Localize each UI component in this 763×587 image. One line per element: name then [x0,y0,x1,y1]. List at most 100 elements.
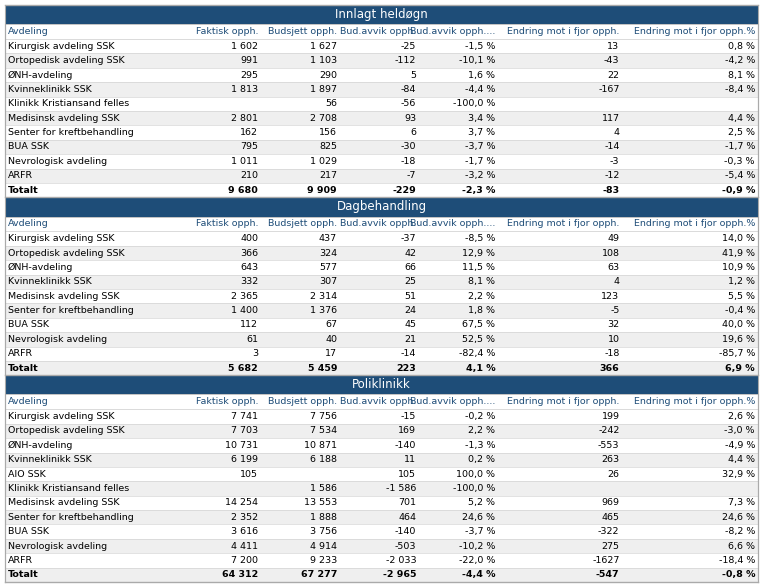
Bar [5,140,758,154]
Text: -1,5 %: -1,5 % [465,42,495,51]
Text: Bud.avvik opph....: Bud.avvik opph.... [410,220,495,228]
Text: -1627: -1627 [592,556,620,565]
Text: 10: 10 [607,335,620,344]
Text: 51: 51 [404,292,416,301]
Text: 577: 577 [319,263,337,272]
Text: -1,3 %: -1,3 % [465,441,495,450]
Text: -100,0 %: -100,0 % [452,99,495,109]
Bar [5,346,758,361]
Text: -8,4 %: -8,4 % [725,85,755,94]
Text: -15: -15 [401,412,416,421]
Text: -10,1 %: -10,1 % [459,56,495,65]
Text: -84: -84 [401,85,416,94]
Text: -1,7 %: -1,7 % [725,143,755,151]
Text: Kvinneklinikk SSK: Kvinneklinikk SSK [8,85,92,94]
Bar [5,154,758,168]
Bar [5,5,758,24]
Text: 112: 112 [240,321,258,329]
Text: -2 965: -2 965 [383,571,416,579]
Bar [5,39,758,53]
Text: -229: -229 [392,185,416,195]
Text: 40,0 %: 40,0 % [722,321,755,329]
Text: 366: 366 [600,363,620,373]
Text: ØNH-avdeling: ØNH-avdeling [8,263,73,272]
Bar [5,24,758,39]
Text: BUA SSK: BUA SSK [8,143,49,151]
Text: 199: 199 [601,412,620,421]
Bar [5,168,758,183]
Text: 2,2 %: 2,2 % [468,292,495,301]
Text: 5,5 %: 5,5 % [728,292,755,301]
Text: 332: 332 [240,277,258,286]
Text: -3,0 %: -3,0 % [725,427,755,436]
Text: 1,8 %: 1,8 % [468,306,495,315]
Text: Kvinneklinikk SSK: Kvinneklinikk SSK [8,456,92,464]
Bar [5,303,758,318]
Text: -7: -7 [407,171,416,180]
Bar [5,318,758,332]
Text: 437: 437 [319,234,337,243]
Bar [5,332,758,346]
Text: 2,2 %: 2,2 % [468,427,495,436]
Bar [5,453,758,467]
Bar [5,568,758,582]
Text: -30: -30 [401,143,416,151]
Text: 2 801: 2 801 [231,114,258,123]
Text: 2 314: 2 314 [310,292,337,301]
Text: Faktisk opph.: Faktisk opph. [195,27,258,36]
Bar [5,424,758,438]
Bar [5,481,758,495]
Text: 2 365: 2 365 [231,292,258,301]
Text: -5: -5 [610,306,620,315]
Text: -4,2 %: -4,2 % [725,56,755,65]
Text: 156: 156 [319,128,337,137]
Text: Poliklinikk: Poliklinikk [353,379,410,392]
Text: -12: -12 [604,171,620,180]
Text: 25: 25 [404,277,416,286]
Text: 49: 49 [607,234,620,243]
Text: 9 909: 9 909 [307,185,337,195]
Text: Bud.avvik opph.: Bud.avvik opph. [340,397,416,406]
Text: -8,2 %: -8,2 % [725,527,755,536]
Text: -56: -56 [401,99,416,109]
Text: 400: 400 [240,234,258,243]
Text: 67 277: 67 277 [301,571,337,579]
Text: 24,6 %: 24,6 % [462,513,495,522]
Text: 64 312: 64 312 [222,571,258,579]
Bar [5,289,758,303]
Text: Avdeling: Avdeling [8,27,49,36]
Bar [5,510,758,524]
Text: 61: 61 [246,335,258,344]
Text: Avdeling: Avdeling [8,397,49,406]
Text: 56: 56 [325,99,337,109]
Text: ØNH-avdeling: ØNH-avdeling [8,441,73,450]
Text: -553: -553 [598,441,620,450]
Text: 1,2 %: 1,2 % [728,277,755,286]
Text: Budsjett opph.: Budsjett opph. [268,397,337,406]
Text: -2 033: -2 033 [385,556,416,565]
Text: Bud.avvik opph.: Bud.avvik opph. [340,220,416,228]
Text: 67,5 %: 67,5 % [462,321,495,329]
Text: -5,4 %: -5,4 % [725,171,755,180]
Text: Senter for kreftbehandling: Senter for kreftbehandling [8,513,134,522]
Text: 1 029: 1 029 [310,157,337,166]
Text: 1 627: 1 627 [310,42,337,51]
Text: 825: 825 [319,143,337,151]
Text: -2,3 %: -2,3 % [462,185,495,195]
Text: -0,8 %: -0,8 % [722,571,755,579]
Text: 7 703: 7 703 [231,427,258,436]
Text: 7 534: 7 534 [310,427,337,436]
Text: 795: 795 [240,143,258,151]
Text: Kirurgisk avdeling SSK: Kirurgisk avdeling SSK [8,42,114,51]
Text: 11,5 %: 11,5 % [462,263,495,272]
Text: 169: 169 [398,427,416,436]
Text: 1 586: 1 586 [310,484,337,493]
Text: Nevrologisk avdeling: Nevrologisk avdeling [8,542,107,551]
Text: 11: 11 [404,456,416,464]
Text: Klinikk Kristiansand felles: Klinikk Kristiansand felles [8,99,129,109]
Text: -503: -503 [394,542,416,551]
Text: Bud.avvik opph....: Bud.avvik opph.... [410,27,495,36]
Text: Senter for kreftbehandling: Senter for kreftbehandling [8,128,134,137]
Text: -0,2 %: -0,2 % [465,412,495,421]
Text: Medisinsk avdeling SSK: Medisinsk avdeling SSK [8,292,120,301]
